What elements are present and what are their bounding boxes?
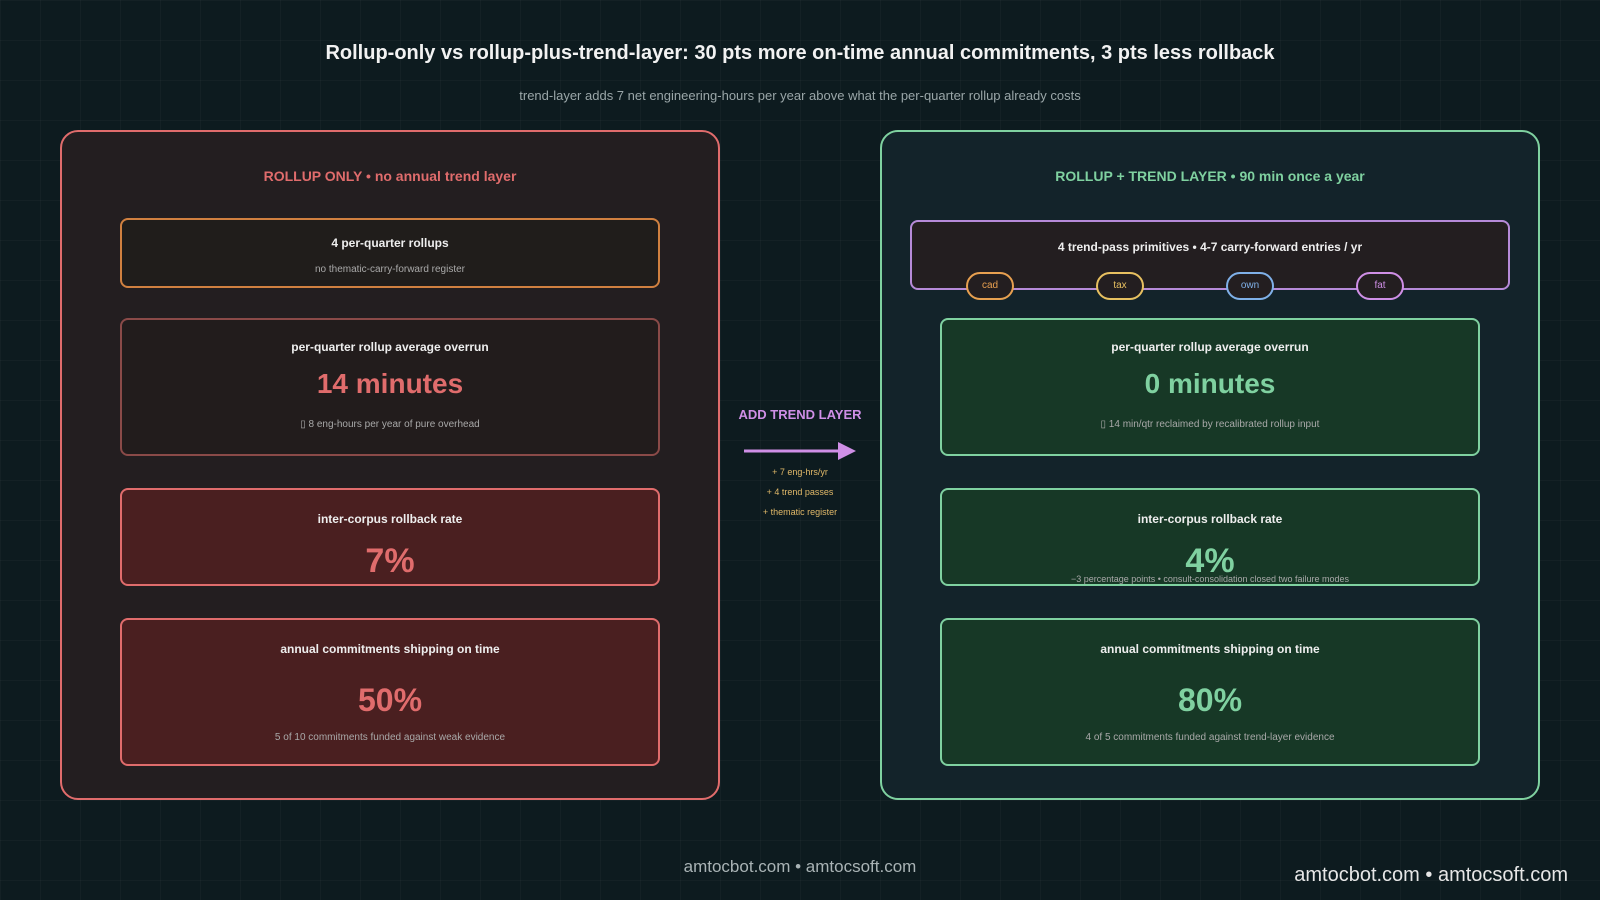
overrun-label-right: per-quarter rollup average overrun [1111,340,1309,354]
commitments-label-left: annual commitments shipping on time [280,642,500,656]
pill-own: own [1226,272,1274,300]
overrun-note-left: ▯ 8 eng-hours per year of pure overhead [300,419,480,430]
rollback-label-right: inter-corpus rollback rate [1137,512,1283,526]
per-quarter-rollups-box: 4 per-quarter rollups no thematic-carry-… [120,218,660,288]
footer-corner-links: amtocbot.com • amtocsoft.com [1294,864,1568,886]
rollback-value-left: 7% [365,542,415,580]
rollup-only-heading: ROLLUP ONLY • no annual trend layer [263,168,517,184]
per-quarter-rollups-label: 4 per-quarter rollups [331,236,449,250]
overrun-box-right: per-quarter rollup average overrun 0 min… [940,318,1480,456]
middle-note-register: + thematic register [762,507,838,517]
overrun-note-right: ▯ 14 min/qtr reclaimed by recalibrated r… [1100,419,1320,430]
overrun-box-left: per-quarter rollup average overrun 14 mi… [120,318,660,456]
middle-note-hours: + 7 eng-hrs/yr [772,467,828,477]
rollup-only-panel: ROLLUP ONLY • no annual trend layer 4 pe… [60,130,720,800]
commitments-label-right: annual commitments shipping on time [1100,642,1320,656]
commitments-note-left: 5 of 10 commitments funded against weak … [274,732,506,743]
commitments-note-right: 4 of 5 commitments funded against trend-… [1085,732,1335,743]
right-arrow-icon [744,442,856,460]
overrun-label-left: per-quarter rollup average overrun [291,340,489,354]
pill-tax: tax [1096,272,1144,300]
rollback-label-left: inter-corpus rollback rate [317,512,463,526]
per-quarter-rollups-note: no thematic-carry-forward register [314,264,466,275]
pill-cad: cad [966,272,1014,300]
trend-primitives-label: 4 trend-pass primitives • 4-7 carry-forw… [1057,240,1363,254]
commitments-value-left: 50% [357,682,423,718]
pill-fat: fat [1356,272,1404,300]
rollup-trend-panel: ROLLUP + TREND LAYER • 90 min once a yea… [880,130,1540,800]
middle-note-passes: + 4 trend passes [766,487,834,497]
rollback-box-left: inter-corpus rollback rate 7% [120,488,660,586]
commitments-box-right: annual commitments shipping on time 80% … [940,618,1480,766]
page-subtitle: trend-layer adds 7 net engineering-hours… [519,88,1081,103]
add-trend-layer-label: ADD TREND LAYER [738,407,862,422]
rollback-box-right: inter-corpus rollback rate 4% −3 percent… [940,488,1480,586]
page-title: Rollup-only vs rollup-plus-trend-layer: … [325,42,1275,64]
commitments-value-right: 80% [1177,682,1243,718]
overrun-value-left: 14 minutes [316,368,464,399]
rollback-note-right: −3 percentage points • consult-consolida… [1070,574,1350,584]
footer-links: amtocbot.com • amtocsoft.com [683,857,917,876]
overrun-value-right: 0 minutes [1144,368,1276,399]
rollup-trend-heading: ROLLUP + TREND LAYER • 90 min once a yea… [1055,168,1365,184]
commitments-box-left: annual commitments shipping on time 50% … [120,618,660,766]
rollback-value-right: 4% [1185,542,1235,580]
